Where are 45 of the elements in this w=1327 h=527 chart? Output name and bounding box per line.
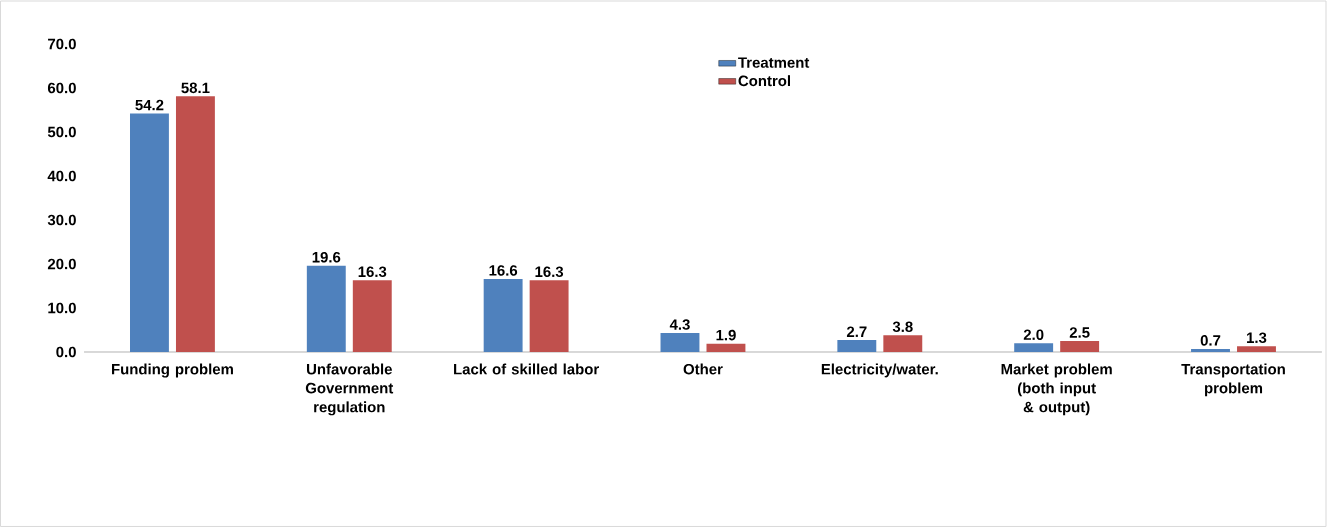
- bar: [352, 280, 392, 352]
- y-tick-label: 70.0: [48, 38, 76, 50]
- bar: [1060, 340, 1100, 352]
- x-tick-label: Other: [683, 363, 723, 375]
- bar: [1191, 348, 1230, 352]
- x-tick-label: Electricity/water.: [821, 363, 938, 378]
- x-tick-label: Transportation problem: [1181, 363, 1285, 397]
- x-tick-label: Lack of skilled labor: [454, 363, 599, 375]
- y-tick-label: 0.0: [56, 346, 76, 358]
- bar: [883, 335, 923, 352]
- data-label: 16.3: [358, 266, 387, 278]
- data-label: 2.5: [1069, 327, 1090, 338]
- data-label: 4.3: [669, 319, 690, 330]
- data-label: 3.8: [892, 321, 913, 333]
- data-label: 54.2: [135, 99, 164, 111]
- data-label: 1.3: [1247, 332, 1267, 344]
- data-label: 16.3: [535, 266, 564, 278]
- bar: [483, 278, 523, 352]
- data-label: 0.7: [1200, 335, 1221, 346]
- x-tick-label: Unfavorable Government regulation: [305, 363, 394, 416]
- bar: [706, 343, 746, 352]
- data-label: 19.6: [312, 251, 341, 263]
- y-tick-label: 50.0: [47, 126, 76, 138]
- bar: [837, 340, 877, 352]
- y-tick-label: 60.0: [47, 82, 76, 94]
- bar: [1014, 343, 1054, 352]
- data-label: 16.6: [489, 265, 518, 276]
- legend-label: Treatment: [738, 57, 810, 68]
- y-tick-label: 40.0: [47, 170, 76, 182]
- x-tick-label: Market problem (both input & output): [1001, 363, 1112, 416]
- bar: [306, 265, 346, 352]
- data-label: 1.9: [716, 329, 736, 341]
- bar: [1237, 346, 1276, 352]
- y-tick-label: 20.0: [47, 258, 76, 270]
- y-tick-label: 30.0: [47, 214, 76, 226]
- y-tick-label: 10.0: [48, 302, 76, 314]
- data-label: 2.0: [1023, 329, 1044, 340]
- data-label: 2.7: [846, 326, 867, 337]
- bar: [175, 96, 215, 352]
- data-label: 58.1: [181, 82, 210, 94]
- x-tick-label: Funding problem: [112, 363, 233, 378]
- bar: [660, 333, 700, 352]
- bar: [529, 280, 569, 352]
- legend-label: Control: [738, 75, 790, 87]
- bar: [130, 113, 169, 352]
